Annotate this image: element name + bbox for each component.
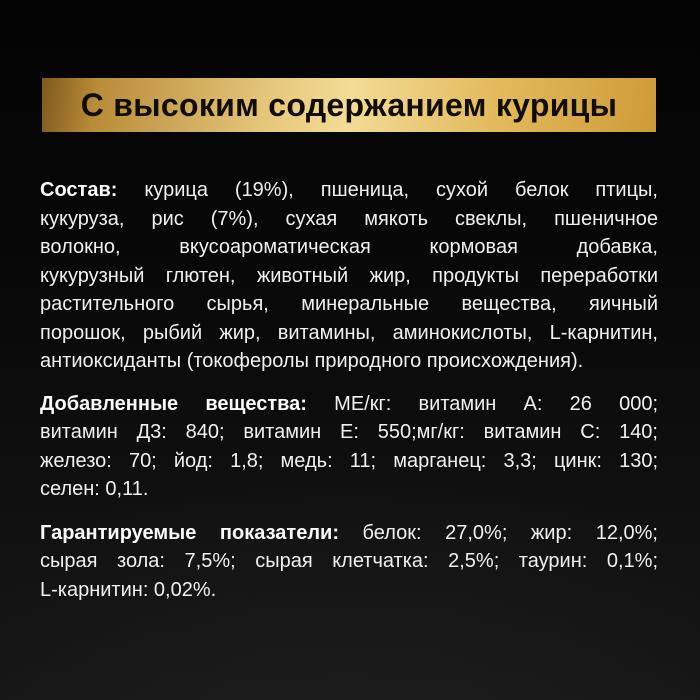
- composition-first-line-text: курица (19%), пшеница, сухой белок птицы…: [144, 179, 658, 201]
- text-line: селен: 0,11.: [40, 478, 149, 500]
- text-line: антиоксиданты (токоферолы природного про…: [40, 350, 584, 372]
- banner-title: С высоким содержанием курицы: [80, 86, 618, 123]
- gold-banner: С высоким содержанием курицы: [42, 78, 656, 132]
- composition-section: Состав: курица (19%), пшеница, сухой бел…: [40, 176, 658, 376]
- text-line: витамин Д3: 840; витамин Е: 550;мг/кг: в…: [40, 421, 658, 443]
- text-line: кукуруза, рис (7%), сухая мякоть свеклы,…: [40, 207, 658, 230]
- composition-heading: Состав:: [40, 179, 118, 201]
- text-line: сырая зола: 7,5%; сырая клетчатка: 2,5%;…: [40, 550, 658, 572]
- text-line: Добавленные вещества: МЕ/кг: витамин А: …: [40, 390, 658, 419]
- text-line: L-карнитин: 0,02%.: [40, 578, 217, 601]
- text-line: волокно, вкусоароматическая кормовая доб…: [40, 236, 658, 258]
- label-text-block: Состав: курица (19%), пшеница, сухой бел…: [40, 176, 658, 604]
- additives-section: Добавленные вещества: МЕ/кг: витамин А: …: [40, 390, 658, 504]
- text-line: растительного сырья, минеральные веществ…: [40, 293, 658, 315]
- additives-heading: Добавленные вещества:: [40, 392, 307, 415]
- text-line: порошок, рыбий жир, витамины, аминокисло…: [40, 321, 658, 344]
- guaranteed-analysis-section: Гарантируемые показатели: белок: 27,0%; …: [40, 519, 658, 605]
- additives-first-line-text: МЕ/кг: витамин А: 26 000;: [334, 392, 658, 415]
- text-line: Гарантируемые показатели: белок: 27,0%; …: [40, 519, 658, 548]
- guaranteed-first-line-text: белок: 27,0%; жир: 12,0%;: [362, 521, 658, 544]
- text-line: Состав: курица (19%), пшеница, сухой бел…: [40, 176, 658, 205]
- text-line: кукурузный глютен, животный жир, продукт…: [40, 264, 658, 287]
- text-line: железо: 70; йод: 1,8; медь: 11; марганец…: [40, 449, 658, 472]
- guaranteed-heading: Гарантируемые показатели:: [40, 521, 339, 544]
